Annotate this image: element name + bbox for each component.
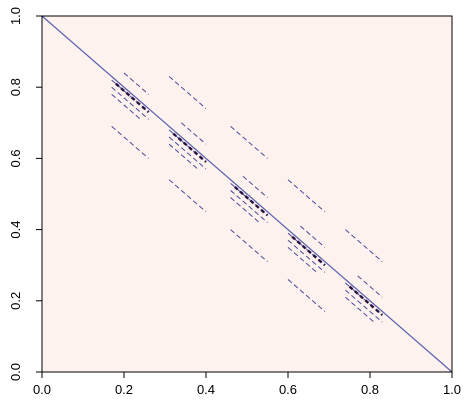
dashed-segment (111, 93, 141, 120)
dashed-segment (287, 239, 326, 273)
x-tick-label: 1.0 (443, 382, 461, 397)
y-tick-label: 0.6 (8, 149, 23, 167)
dashed-segment (168, 76, 207, 109)
dark-dashed-segment (233, 185, 269, 217)
y-tick-label: 0.8 (8, 78, 23, 96)
dashed-segment (168, 143, 199, 170)
dashed-segment (230, 125, 268, 159)
dashed-segment (345, 296, 375, 323)
dashed-segment (287, 247, 318, 273)
y-tick-label: 0.0 (8, 363, 23, 381)
diagonal-line (41, 15, 453, 373)
dashed-segment (357, 275, 383, 298)
dark-dashed-segment (291, 235, 326, 267)
y-tick-label: 0.2 (8, 292, 23, 310)
dashed-segment (168, 179, 207, 213)
dashed-segment (345, 229, 383, 263)
plot-frame (41, 15, 453, 373)
y-tick-label: 1.0 (8, 7, 23, 25)
axes-layer: 0.0 0.2 0.4 0.6 0.8 1.0 0.0 0.2 0.4 0.6 0.8 1.0 (8, 7, 461, 397)
dashed-segment (123, 72, 149, 95)
x-tick-label: 0.6 (279, 382, 297, 397)
dashed-segment (230, 190, 268, 223)
dashed-segment (230, 197, 260, 223)
x-tick-label: 0.8 (361, 382, 379, 397)
dashed-segment (230, 229, 268, 263)
dashed-segment (111, 86, 149, 120)
y-tick-label: 0.4 (8, 221, 23, 239)
dashed-segment (287, 179, 326, 213)
dashed-segment (181, 122, 207, 145)
dashed-segment (287, 279, 326, 312)
dark-dashed-segment (115, 82, 150, 114)
dashed-segment (299, 225, 326, 248)
dashed-segment (345, 289, 383, 323)
dark-dashed-segment (172, 132, 207, 163)
dashed-segment (242, 175, 268, 198)
x-tick-label: 0.4 (197, 382, 215, 397)
x-tick-label: 0.0 (33, 382, 51, 397)
x-tick-label: 0.2 (115, 382, 133, 397)
dashed-segment (168, 136, 207, 170)
dark-dashed-segment (348, 285, 384, 316)
dashed-segment (111, 125, 149, 159)
